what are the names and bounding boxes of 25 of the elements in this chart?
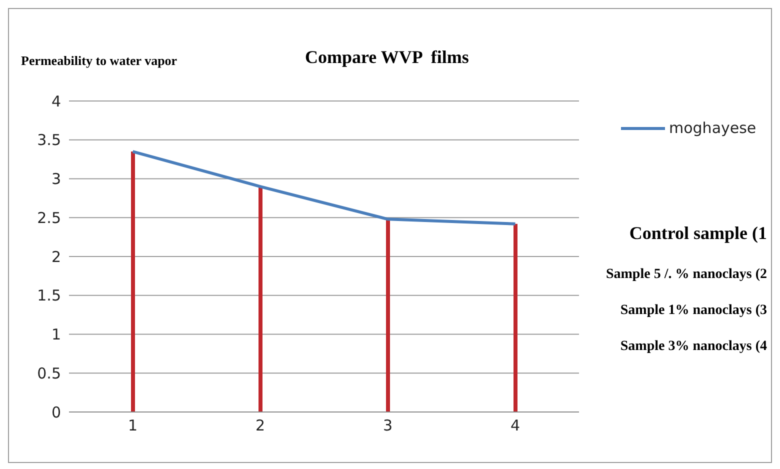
y-tick-label: 0.5 [37,364,61,382]
bar [514,224,518,412]
x-tick-label: 2 [255,416,266,435]
y-tick-label: 4 [51,92,61,110]
x-tick-label: 4 [510,416,520,435]
bar [258,186,262,412]
y-tick-label: 1 [51,326,61,344]
chart-title: Compare WVP films [305,47,469,68]
y-axis-title: Permeability to water vapor [21,53,178,69]
y-tick-label: 2.5 [37,208,61,227]
bar [386,219,390,412]
y-tick-label: 0 [51,403,61,422]
y-tick-label: 2 [51,248,61,266]
text: Sample 5 /. % nanoclays (2 [606,267,767,283]
text: Control sample (1 [629,223,767,244]
y-tick-label: 1.5 [37,286,61,305]
legend-label: moghayese [669,119,756,137]
x-tick-label: 3 [382,416,393,435]
text: Sample 1% nanoclays (3 [620,303,767,319]
text: Sample 3% nanoclays (4 [620,339,767,355]
bar [131,152,135,412]
y-tick-label: 3.5 [37,131,61,150]
x-tick-label: 1 [128,416,138,435]
y-tick-label: 3 [51,170,61,188]
line-series [131,150,517,226]
